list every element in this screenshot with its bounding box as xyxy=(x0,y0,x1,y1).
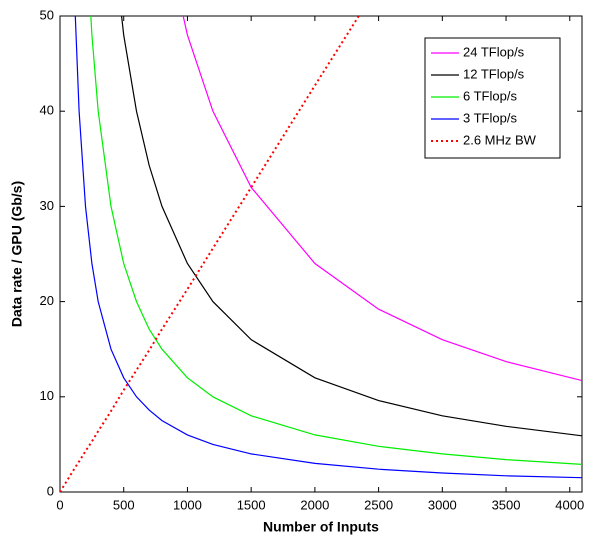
plot-area xyxy=(60,16,582,492)
legend-label: 6 TFlop/s xyxy=(463,88,517,103)
x-tick-label: 2000 xyxy=(300,497,329,512)
series-line xyxy=(74,16,582,479)
y-tick-label: 50 xyxy=(40,7,54,22)
x-tick-label: 2500 xyxy=(364,497,393,512)
series-line xyxy=(182,16,582,382)
y-axis-label: Data rate / GPU (Gb/s) xyxy=(9,181,25,327)
x-tick-label: 3000 xyxy=(428,497,457,512)
y-tick-label: 0 xyxy=(47,483,54,498)
series-line xyxy=(120,16,582,437)
x-tick-label: 500 xyxy=(113,497,135,512)
x-tick-label: 4000 xyxy=(555,497,584,512)
y-tick-label: 20 xyxy=(40,293,54,308)
legend-box xyxy=(424,37,561,159)
y-tick-label: 10 xyxy=(40,388,54,403)
x-tick-label: 0 xyxy=(56,497,63,512)
y-tick-label: 40 xyxy=(40,103,54,118)
y-tick-label: 30 xyxy=(40,198,54,213)
legend-label: 24 TFlop/s xyxy=(463,44,525,59)
x-axis-label: Number of Inputs xyxy=(263,519,379,535)
legend-label: 3 TFlop/s xyxy=(463,110,517,125)
x-tick-label: 3500 xyxy=(492,497,521,512)
legend-label: 2.6 MHz BW xyxy=(463,132,537,147)
x-tick-label: 1500 xyxy=(237,497,266,512)
x-tick-label: 1000 xyxy=(173,497,202,512)
legend-label: 12 TFlop/s xyxy=(463,66,525,81)
plot-frame xyxy=(59,15,583,493)
